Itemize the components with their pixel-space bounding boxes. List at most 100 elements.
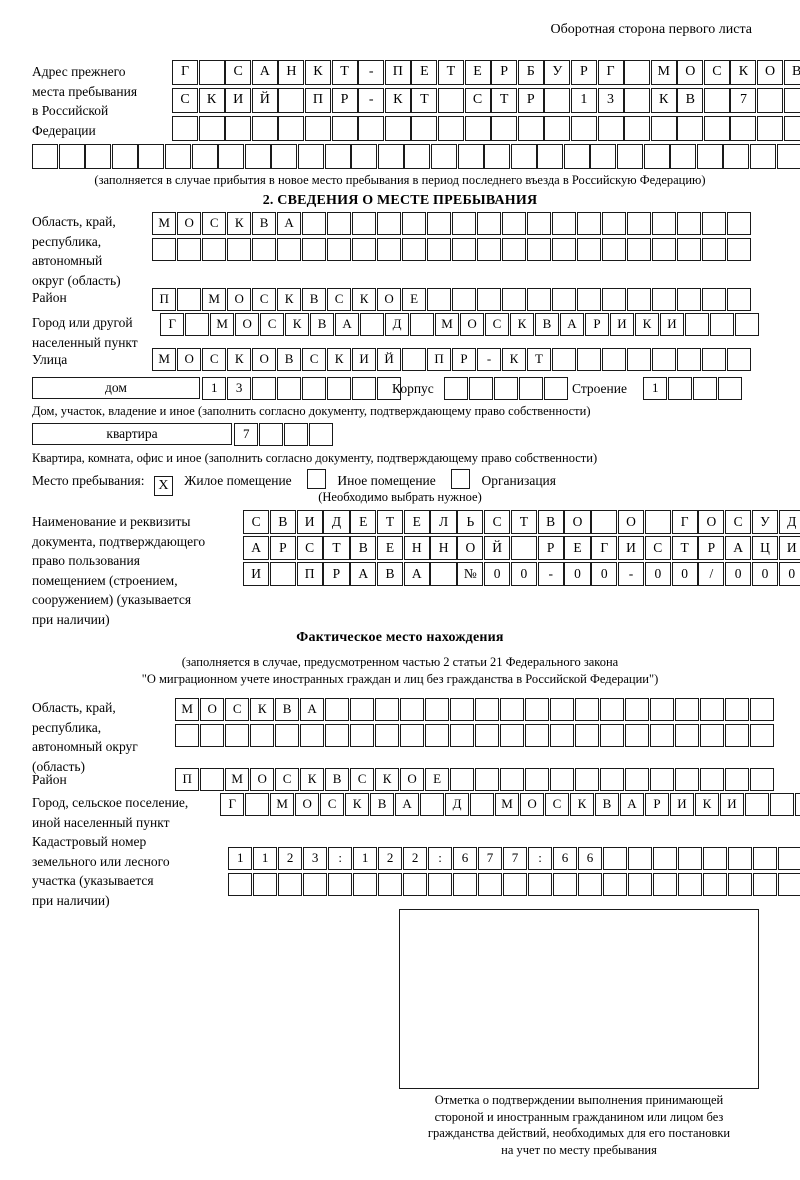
char-cell[interactable]: 6 <box>552 847 578 870</box>
char-cell[interactable] <box>701 238 727 261</box>
char-cell[interactable]: С <box>544 793 570 816</box>
char-cell[interactable]: К <box>249 698 275 721</box>
char-cell[interactable] <box>651 288 677 311</box>
char-cell[interactable]: Й <box>484 536 511 560</box>
char-cell[interactable] <box>524 724 550 747</box>
char-cell[interactable] <box>574 698 600 721</box>
char-cell[interactable]: А <box>350 562 377 586</box>
char-cell[interactable]: - <box>358 88 385 113</box>
char-cell[interactable] <box>749 698 775 721</box>
char-cell[interactable] <box>351 238 377 261</box>
char-cell[interactable]: Т <box>323 536 350 560</box>
char-cell[interactable] <box>501 288 527 311</box>
char-cell[interactable] <box>552 873 578 896</box>
char-cell[interactable]: С <box>319 793 345 816</box>
char-cell[interactable]: В <box>677 88 704 113</box>
char-cell[interactable] <box>199 724 225 747</box>
char-cell[interactable]: Е <box>424 768 450 791</box>
char-cell[interactable]: С <box>201 348 227 371</box>
char-cell[interactable] <box>501 238 527 261</box>
char-cell[interactable]: А <box>334 313 360 336</box>
char-cell[interactable]: В <box>537 510 564 534</box>
char-cell[interactable] <box>626 348 652 371</box>
char-cell[interactable]: С <box>224 698 250 721</box>
char-cell[interactable] <box>469 793 495 816</box>
char-cell[interactable]: К <box>650 88 677 113</box>
char-cell[interactable] <box>699 768 725 791</box>
char-cell[interactable] <box>667 377 693 400</box>
char-cell[interactable] <box>599 698 625 721</box>
char-cell[interactable]: И <box>609 313 635 336</box>
char-cell[interactable] <box>777 847 800 870</box>
char-cell[interactable]: 0 <box>644 562 671 586</box>
char-cell[interactable] <box>301 212 327 235</box>
char-cell[interactable] <box>676 348 702 371</box>
cell-row[interactable] <box>172 116 800 141</box>
cadastral-row-2[interactable] <box>228 873 800 896</box>
char-cell[interactable] <box>717 377 743 400</box>
char-cell[interactable]: П <box>304 88 331 113</box>
char-cell[interactable] <box>624 724 650 747</box>
char-cell[interactable]: Н <box>430 536 457 560</box>
char-cell[interactable] <box>551 238 577 261</box>
char-cell[interactable] <box>703 88 730 113</box>
char-cell[interactable]: 3 <box>226 377 252 400</box>
cell-row[interactable]: 7 <box>234 423 334 446</box>
char-cell[interactable]: 1 <box>643 377 668 400</box>
char-cell[interactable]: К <box>226 348 252 371</box>
char-cell[interactable] <box>426 238 452 261</box>
char-cell[interactable]: Т <box>437 60 464 85</box>
char-cell[interactable] <box>452 873 478 896</box>
char-cell[interactable] <box>624 88 651 113</box>
char-cell[interactable] <box>427 873 453 896</box>
char-cell[interactable]: С <box>274 768 300 791</box>
char-cell[interactable]: : <box>527 847 553 870</box>
char-cell[interactable] <box>749 724 775 747</box>
char-cell[interactable]: О <box>234 313 260 336</box>
char-cell[interactable] <box>493 377 519 400</box>
char-cell[interactable] <box>650 116 677 141</box>
char-cell[interactable]: 6 <box>452 847 478 870</box>
char-cell[interactable]: У <box>751 510 779 534</box>
char-cell[interactable] <box>599 768 625 791</box>
char-cell[interactable] <box>652 847 678 870</box>
char-cell[interactable]: 7 <box>730 88 757 113</box>
char-cell[interactable] <box>85 144 112 169</box>
char-cell[interactable]: У <box>544 60 571 85</box>
char-cell[interactable]: С <box>225 60 252 85</box>
char-cell[interactable] <box>444 377 469 400</box>
char-cell[interactable]: - <box>358 60 385 85</box>
char-cell[interactable]: К <box>509 313 535 336</box>
char-cell[interactable] <box>524 768 550 791</box>
char-cell[interactable] <box>176 238 202 261</box>
char-cell[interactable]: Г <box>160 313 185 336</box>
char-cell[interactable]: Т <box>411 88 438 113</box>
char-cell[interactable] <box>424 698 450 721</box>
char-cell[interactable] <box>399 698 425 721</box>
house-wide-label[interactable]: дом <box>32 377 200 399</box>
char-cell[interactable]: К <box>634 313 660 336</box>
char-cell[interactable] <box>574 724 600 747</box>
char-cell[interactable] <box>543 377 569 400</box>
char-cell[interactable] <box>544 116 571 141</box>
char-cell[interactable]: Р <box>644 793 670 816</box>
cell-row[interactable] <box>152 238 752 261</box>
char-cell[interactable] <box>551 212 577 235</box>
char-cell[interactable]: С <box>201 212 227 235</box>
char-cell[interactable] <box>757 88 784 113</box>
char-cell[interactable]: Т <box>510 510 537 534</box>
char-cell[interactable]: К <box>374 768 400 791</box>
char-cell[interactable] <box>404 144 431 169</box>
char-cell[interactable]: М <box>152 348 177 371</box>
char-cell[interactable]: А <box>403 562 430 586</box>
char-cell[interactable] <box>409 313 435 336</box>
char-cell[interactable] <box>258 423 284 446</box>
